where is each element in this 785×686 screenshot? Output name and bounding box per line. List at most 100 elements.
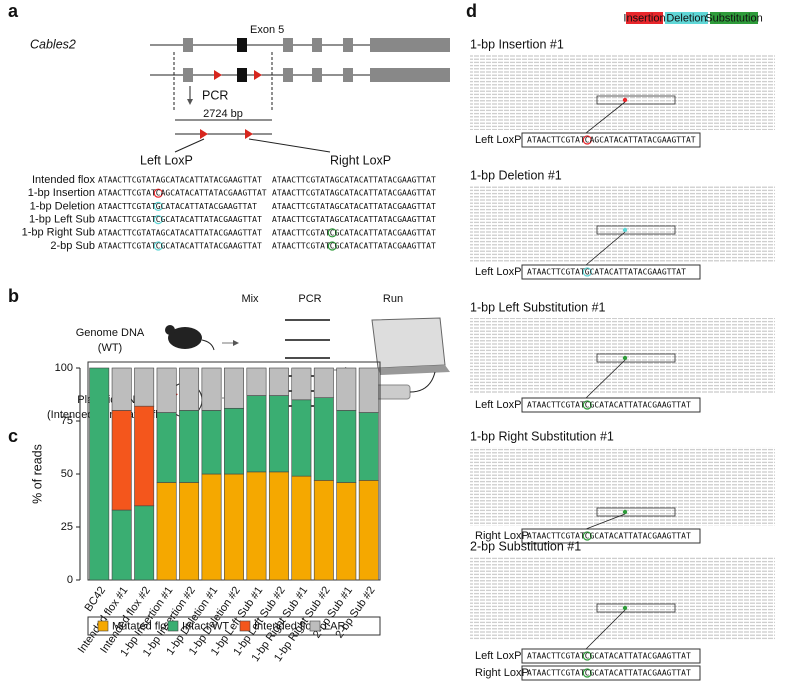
- mutation-highlight: [582, 668, 592, 678]
- loxp-sequence: ATAACTTCGTATCGCATACATTATACGAAGTTAT: [527, 401, 691, 410]
- read-highlight: [596, 95, 676, 105]
- mutation-dot: [622, 605, 628, 611]
- read-highlight: [596, 603, 676, 613]
- section-title: 1-bp Left Substitution #1: [470, 300, 606, 314]
- section-title: 1-bp Deletion #1: [470, 168, 562, 182]
- bar-segment: [336, 482, 357, 581]
- mutation-highlight: [327, 241, 337, 251]
- legend-box: [87, 616, 381, 636]
- sequence: ATAACTTCGTATAGCATACATTATACGAAGTTAT: [98, 176, 262, 185]
- read-highlight: [596, 225, 676, 235]
- amplicon-length: 2724 bp: [203, 108, 243, 120]
- connector: [585, 359, 626, 399]
- connector: [585, 609, 626, 650]
- mutation-dot: [622, 509, 628, 515]
- loxp-label: Right LoxP: [475, 667, 529, 679]
- bar-segment: [268, 395, 289, 473]
- mutation-highlight: [153, 241, 163, 251]
- loxp-label: Left LoxP: [475, 650, 521, 662]
- loxp-label: Left LoxP: [475, 266, 521, 278]
- bar-segment: [358, 412, 379, 481]
- left-loxp-label: Left LoxP: [140, 153, 193, 167]
- row-label: 1-bp Left Sub: [29, 214, 95, 226]
- bar-segment: [313, 367, 334, 398]
- sample-label: (WT): [98, 342, 122, 354]
- section-title: 1-bp Insertion #1: [470, 37, 564, 51]
- step-header: Run: [383, 293, 403, 305]
- sequence: ATAACTTCGTATCAGCATACATTATACGAAGTTAT: [98, 189, 267, 198]
- bar-segment: [179, 410, 200, 483]
- legend-label: LAR: [324, 620, 345, 632]
- legend-label: Mutated flox: [112, 620, 172, 632]
- bar-segment: [224, 367, 244, 409]
- legend-label: Substitution: [705, 12, 762, 24]
- loxp-box: [521, 264, 701, 280]
- y-tick-label: 0: [67, 574, 73, 586]
- sequence-texture: [470, 55, 775, 130]
- sequence-texture: [470, 557, 775, 640]
- legend-label: Deletion: [666, 12, 706, 24]
- connector: [585, 513, 626, 530]
- legend-swatch: [167, 620, 179, 632]
- mutation-highlight: [582, 400, 592, 410]
- bar-segment: [358, 367, 379, 413]
- sequence: ATAACTTCGTATCGCATACATTATACGAAGTTAT: [98, 215, 262, 224]
- bar-segment: [201, 473, 222, 581]
- exon-label: Exon 5: [250, 24, 284, 36]
- mutation-dot: [622, 227, 628, 233]
- sequence: ATAACTTCGTATAGCATACATTATACGAAGTTAT: [272, 176, 436, 185]
- row-label: 2-bp Sub: [50, 240, 95, 252]
- bar-segment: [156, 367, 177, 413]
- bar-segment: [336, 410, 357, 483]
- bar-segment: [358, 480, 379, 581]
- bar-segment: [224, 473, 244, 581]
- mutation-highlight: [153, 215, 163, 225]
- legend-swatch: [309, 620, 321, 632]
- row-label: 1-bp Deletion: [30, 200, 95, 212]
- pcr-label: PCR: [202, 88, 228, 102]
- gene-diagram: Cables2 Exon 5 PCR 2724 bp Left LoxP Rig…: [30, 24, 450, 167]
- sequence-texture: [470, 447, 775, 526]
- sequence: ATAACTTCGTATAGCATACATTATACGAAGTTAT: [98, 228, 262, 237]
- mutation-highlight: [327, 228, 337, 238]
- loxp-sequence: ATAACTTCGTATGCATACATTATACGAAGTTAT: [527, 268, 686, 277]
- y-tick-label: 25: [61, 521, 73, 533]
- sequence-texture: [470, 318, 775, 394]
- y-tick-label: 75: [61, 415, 73, 427]
- loxp-sequence: ATAACTTCGTATCAGCATACATTATACGAAGTTAT: [527, 136, 696, 145]
- read-highlight: [596, 507, 676, 517]
- mutation-highlight: [582, 135, 592, 145]
- loxp-label: Left LoxP: [475, 134, 521, 146]
- loxp-box: [521, 648, 701, 664]
- bar-segment: [134, 505, 155, 581]
- loxp-box: [521, 528, 701, 544]
- connector: [585, 101, 626, 134]
- sequence-rows: Intended flox ATAACTTCGTATAGCATACATTATACG…: [22, 174, 436, 252]
- sequence: ATAACTTCGTATAGCATACATTATACGAAGTTAT: [272, 215, 436, 224]
- gene-name: Cables2: [30, 37, 76, 51]
- mutation-highlight: [153, 201, 163, 211]
- loxp-label: Right LoxP: [475, 530, 529, 542]
- sequence: ATAACTTCGTATAGCATACATTATACGAAGTTAT: [272, 202, 436, 211]
- bar-segment: [201, 410, 222, 475]
- section-title: 1-bp Right Substitution #1: [470, 429, 614, 443]
- sequence: ATAACTTCGTATCGCATACATTATACGAAGTTAT: [272, 228, 436, 237]
- loxp-label: Left LoxP: [475, 399, 521, 411]
- y-tick-label: 100: [55, 362, 73, 374]
- bar-segment: [179, 367, 200, 411]
- legend-label: Intended flox: [254, 620, 317, 632]
- sample-label: Plasmid DNA: [77, 394, 143, 406]
- legend-swatch: [665, 12, 708, 24]
- bar-segment: [291, 399, 312, 477]
- bar-segment: [246, 367, 267, 396]
- bar-segment: [179, 482, 200, 581]
- row-label: Intended flox: [32, 174, 95, 186]
- loxp-sequence: ATAACTTCGTATCGCATACATTATACGAAGTTAT: [527, 669, 691, 678]
- sample-label: Genome DNA: [76, 327, 145, 339]
- loxp-box: [521, 132, 701, 148]
- legend-swatch: [97, 620, 109, 632]
- mutation-highlight: [582, 531, 592, 541]
